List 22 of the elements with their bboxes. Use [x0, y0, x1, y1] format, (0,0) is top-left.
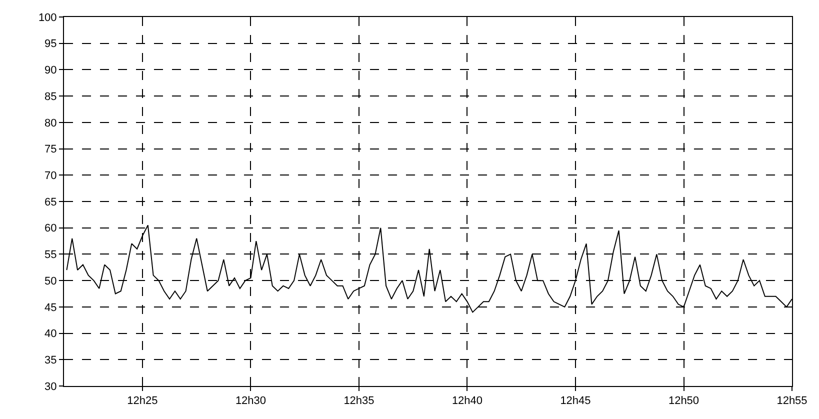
y-tick-label: 50: [44, 275, 57, 288]
y-tick-label: 100: [38, 12, 57, 24]
y-tick-label: 95: [44, 38, 57, 50]
x-tick-label: 12h25: [127, 395, 158, 408]
y-tick-label: 40: [44, 328, 57, 340]
y-tick-label: 75: [44, 144, 57, 156]
x-tick-label: 12h55: [776, 395, 808, 408]
y-tick-label: 65: [44, 196, 57, 208]
y-tick-label: 60: [44, 222, 57, 235]
y-tick-label: 80: [44, 117, 57, 130]
x-tick-label: 12h35: [344, 395, 374, 408]
y-tick-label: 70: [44, 170, 57, 182]
y-tick-label: 30: [44, 380, 57, 393]
x-tick-label: 12h45: [560, 395, 591, 408]
y-tick-label: 35: [44, 354, 57, 366]
x-tick-label: 12h40: [452, 395, 483, 408]
y-tick-label: 85: [44, 90, 57, 103]
x-tick-label: 12h50: [668, 395, 700, 408]
x-tick-label: 12h30: [235, 395, 266, 408]
y-tick-label: 90: [44, 64, 57, 77]
y-tick-label: 55: [44, 249, 57, 262]
y-tick-label: 45: [44, 302, 57, 314]
